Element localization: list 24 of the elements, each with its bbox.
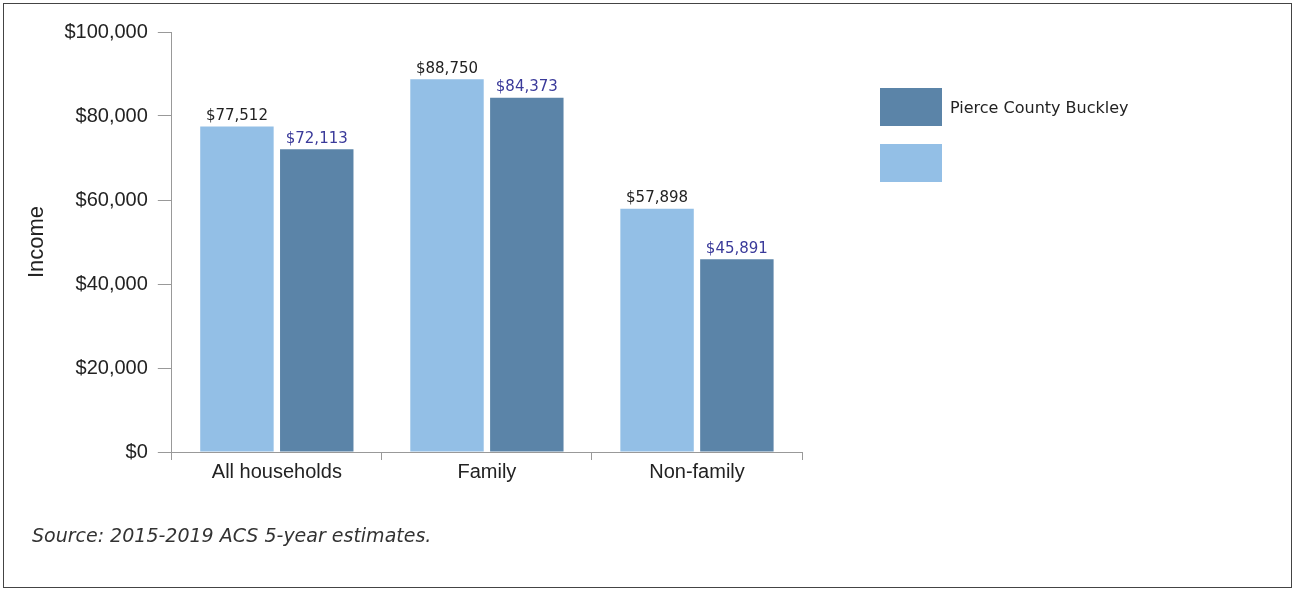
- data-label: $84,373: [495, 77, 558, 96]
- y-tick-label: $80,000: [75, 103, 148, 126]
- y-axis-title: Income: [23, 205, 49, 279]
- data-label: $57,898: [626, 188, 689, 207]
- x-tick-label: Non-family: [649, 459, 745, 482]
- x-tick-label: Family: [457, 459, 517, 482]
- y-tick-label: $0: [125, 439, 148, 462]
- data-label: $72,113: [285, 128, 348, 147]
- y-tick-label: $20,000: [75, 355, 148, 378]
- data-label: $45,891: [705, 238, 768, 257]
- bar: [200, 126, 274, 452]
- bar: [620, 208, 694, 452]
- legend-label: Pierce County Buckley: [950, 97, 1129, 117]
- bar: [410, 79, 484, 452]
- bar: [280, 149, 354, 452]
- y-tick-label: $40,000: [75, 271, 148, 294]
- x-tick-label: All households: [211, 459, 342, 482]
- bar: [490, 97, 564, 452]
- y-tick-label: $60,000: [75, 187, 148, 210]
- y-tick-label: $100,000: [64, 19, 148, 42]
- data-label: $77,512: [205, 105, 268, 124]
- data-label: $88,750: [415, 58, 479, 77]
- source-note: Source: 2015-2019 ACS 5-year estimates.: [32, 524, 432, 546]
- bar: [700, 259, 774, 452]
